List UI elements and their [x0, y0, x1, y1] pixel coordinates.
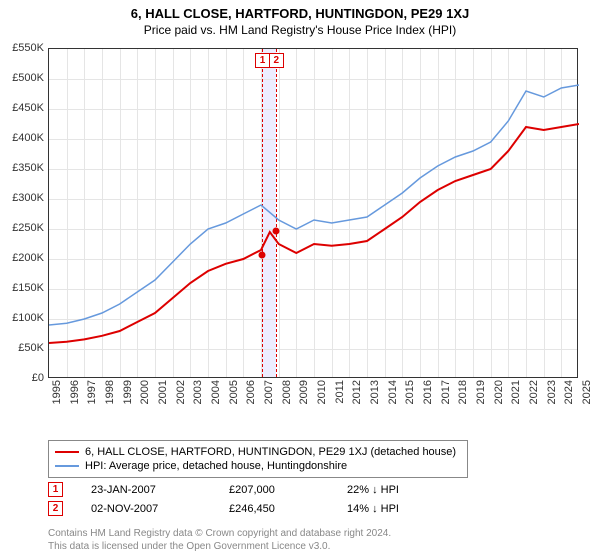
x-tick-label: 2025 [581, 380, 593, 404]
series-line [49, 124, 579, 343]
x-tick-label: 2016 [422, 380, 434, 404]
chart: 12 £0£50K£100K£150K£200K£250K£300K£350K£… [48, 48, 578, 398]
sales-row: 1 23-JAN-2007 £207,000 22% ↓ HPI [48, 480, 399, 499]
y-tick-label: £150K [12, 282, 44, 294]
x-tick-label: 2007 [263, 380, 275, 404]
x-tick-label: 2021 [510, 380, 522, 404]
legend-label: 6, HALL CLOSE, HARTFORD, HUNTINGDON, PE2… [85, 446, 456, 458]
sale-marker-box: 1 [48, 482, 63, 497]
x-tick-label: 2010 [316, 380, 328, 404]
x-tick-label: 2011 [334, 380, 346, 404]
y-tick-label: £300K [12, 192, 44, 204]
legend-swatch [55, 465, 79, 467]
x-tick-label: 1997 [86, 380, 98, 404]
sale-date: 23-JAN-2007 [91, 484, 201, 496]
legend-item: 6, HALL CLOSE, HARTFORD, HUNTINGDON, PE2… [55, 445, 461, 459]
sales-table: 1 23-JAN-2007 £207,000 22% ↓ HPI 2 02-NOV-200… [48, 480, 399, 518]
legend-item: HPI: Average price, detached house, Hunt… [55, 459, 461, 473]
x-tick-label: 2005 [228, 380, 240, 404]
footer-line2: This data is licensed under the Open Gov… [48, 541, 391, 554]
x-tick-label: 2002 [175, 380, 187, 404]
x-tick-label: 2012 [351, 380, 363, 404]
sale-marker-label: 2 [269, 53, 284, 68]
x-tick-label: 2017 [440, 380, 452, 404]
y-tick-label: £200K [12, 252, 44, 264]
y-tick-label: £450K [12, 102, 44, 114]
sale-delta: 22% ↓ HPI [347, 484, 399, 496]
page-title: 6, HALL CLOSE, HARTFORD, HUNTINGDON, PE2… [0, 0, 600, 21]
sale-marker-dot [259, 251, 266, 258]
x-tick-label: 2014 [387, 380, 399, 404]
x-tick-label: 1996 [69, 380, 81, 404]
footer: Contains HM Land Registry data © Crown c… [48, 528, 391, 553]
x-tick-label: 2013 [369, 380, 381, 404]
sale-marker-box: 2 [48, 501, 63, 516]
x-tick-label: 1998 [104, 380, 116, 404]
x-tick-label: 2008 [281, 380, 293, 404]
plot-area: 12 [48, 48, 578, 378]
x-tick-label: 2022 [528, 380, 540, 404]
page-subtitle: Price paid vs. HM Land Registry's House … [0, 21, 600, 41]
y-tick-label: £50K [18, 342, 44, 354]
y-tick-label: £250K [12, 222, 44, 234]
legend-label: HPI: Average price, detached house, Hunt… [85, 460, 347, 472]
x-tick-label: 2001 [157, 380, 169, 404]
x-tick-label: 1995 [51, 380, 63, 404]
x-tick-label: 2019 [475, 380, 487, 404]
sale-date: 02-NOV-2007 [91, 503, 201, 515]
x-tick-label: 2020 [493, 380, 505, 404]
y-tick-label: £100K [12, 312, 44, 324]
sales-row: 2 02-NOV-2007 £246,450 14% ↓ HPI [48, 499, 399, 518]
x-tick-label: 2003 [192, 380, 204, 404]
legend-swatch [55, 451, 79, 453]
sale-price: £207,000 [229, 484, 319, 496]
y-tick-label: £400K [12, 132, 44, 144]
series-line [49, 85, 579, 325]
sale-price: £246,450 [229, 503, 319, 515]
x-tick-label: 2000 [139, 380, 151, 404]
series-svg [49, 49, 579, 379]
sale-delta: 14% ↓ HPI [347, 503, 399, 515]
y-tick-label: £500K [12, 72, 44, 84]
x-tick-label: 2015 [404, 380, 416, 404]
x-tick-label: 2006 [245, 380, 257, 404]
sale-marker-label: 1 [255, 53, 270, 68]
sale-marker-dot [272, 228, 279, 235]
y-tick-label: £0 [32, 372, 44, 384]
x-tick-label: 2023 [546, 380, 558, 404]
x-tick-label: 1999 [122, 380, 134, 404]
footer-line1: Contains HM Land Registry data © Crown c… [48, 528, 391, 541]
x-tick-label: 2009 [298, 380, 310, 404]
x-tick-label: 2004 [210, 380, 222, 404]
y-tick-label: £350K [12, 162, 44, 174]
y-tick-label: £550K [12, 42, 44, 54]
x-tick-label: 2024 [563, 380, 575, 404]
legend: 6, HALL CLOSE, HARTFORD, HUNTINGDON, PE2… [48, 440, 468, 478]
x-tick-label: 2018 [457, 380, 469, 404]
